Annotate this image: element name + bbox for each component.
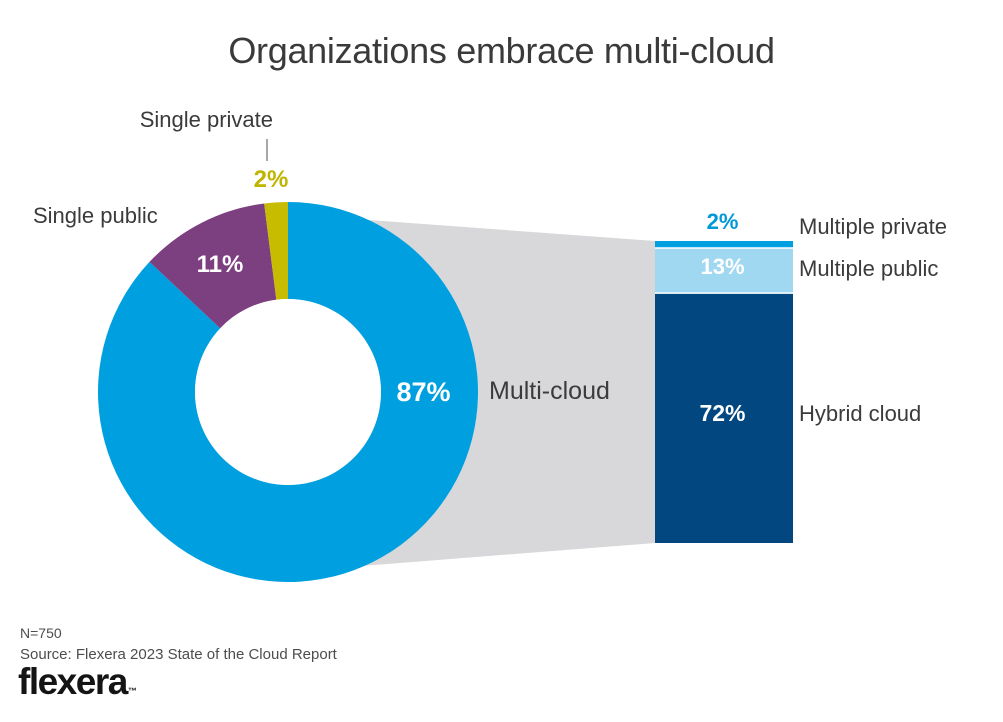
bar-segment-multiple-private: [655, 241, 793, 248]
chart-title: Organizations embrace multi-cloud: [228, 30, 775, 71]
bar-segment-multiple-public: [655, 247, 793, 294]
label-single-public: Single public: [33, 203, 158, 228]
source-note: Source: Flexera 2023 State of the Cloud …: [20, 646, 337, 663]
label-multiple-private: Multiple private: [799, 214, 947, 239]
value-multiple-public: 13%: [700, 254, 745, 279]
donut-segment-single-public: [149, 203, 277, 329]
label-hybrid-cloud: Hybrid cloud: [799, 401, 922, 426]
donut-hole: [195, 299, 381, 485]
bar-segment-hybrid-cloud: [655, 293, 793, 543]
trademark-mark: ™: [127, 686, 137, 696]
donut-segment-single-private: [264, 202, 288, 300]
label-multi-cloud: Multi-cloud: [489, 377, 610, 405]
flexera-logo: flexera™: [18, 661, 137, 703]
value-multiple-private: 2%: [706, 209, 739, 234]
value-single-private: 2%: [253, 166, 289, 193]
label-single-private: Single private: [139, 107, 273, 132]
donut-segment-multi-cloud: [97, 202, 479, 582]
value-multi-cloud: 87%: [396, 377, 451, 407]
flexera-logo-text: flexera: [18, 661, 128, 702]
value-single-public: 11%: [196, 251, 244, 278]
value-hybrid-cloud: 72%: [699, 400, 746, 426]
sample-size-note: N=750: [20, 625, 62, 641]
label-multiple-public: Multiple public: [799, 256, 939, 281]
